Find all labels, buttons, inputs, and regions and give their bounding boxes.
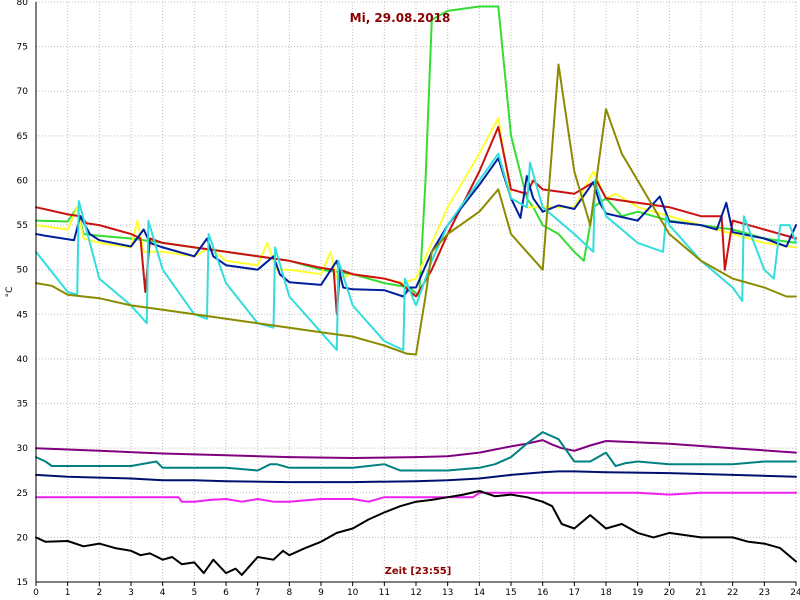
x-tick-label: 3	[128, 588, 134, 598]
y-tick-labels: 15 20 25 30 35 40 45 50 55 60 65 70 75 80	[17, 0, 29, 588]
y-tick-label: 80	[17, 0, 29, 8]
x-tick-label: 14	[474, 588, 486, 598]
y-tick-label: 30	[17, 444, 29, 454]
series-line-6	[35, 63, 797, 356]
series-line-9	[35, 470, 797, 484]
y-tick-label: 50	[17, 266, 29, 276]
y-tick-label: 70	[17, 87, 29, 97]
series-line-10	[35, 491, 797, 503]
y-tick-label: 65	[17, 132, 28, 142]
x-tick-label: 5	[191, 588, 197, 598]
x-tick-label: 0	[33, 588, 39, 598]
x-tick-label: 8	[286, 588, 292, 598]
axes	[35, 2, 796, 583]
x-tick-label: 16	[537, 588, 549, 598]
y-axis-title: °C	[5, 287, 15, 298]
y-tick-label: 40	[17, 355, 29, 365]
x-tick-label: 11	[379, 588, 390, 598]
y-tick-label: 25	[17, 489, 28, 499]
chart-title: Mi, 29.08.2018	[350, 11, 451, 25]
x-tick-label: 18	[600, 588, 612, 598]
x-tick-label: 24	[790, 588, 800, 598]
x-tick-label: 10	[347, 588, 359, 598]
x-tick-label: 1	[65, 588, 71, 598]
series-line-8	[35, 431, 797, 472]
y-tick-label: 55	[17, 221, 28, 231]
y-tick-label: 20	[17, 533, 29, 543]
y-tick-label: 75	[17, 43, 28, 53]
series-line-5	[35, 152, 797, 351]
x-tick-label: 12	[410, 588, 421, 598]
series-group	[35, 5, 797, 576]
series-line-3	[35, 125, 797, 316]
x-tick-labels: 0 1 2 3 4 5 6 7 8 9 10 11 12 13 14 15 16 17 18 19 20 21 22 23 24	[33, 588, 800, 598]
series-line-7	[35, 439, 797, 459]
y-tick-label: 35	[17, 400, 28, 410]
x-tick-label: 2	[96, 588, 102, 598]
y-tick-label: 15	[17, 578, 28, 588]
x-axis-title: Zeit [23:55]	[385, 566, 452, 577]
x-tick-label: 22	[727, 588, 738, 598]
x-tick-label: 13	[442, 588, 453, 598]
x-tick-label: 6	[223, 588, 229, 598]
x-tick-label: 23	[759, 588, 770, 598]
x-tick-label: 20	[664, 588, 676, 598]
x-tick-label: 4	[160, 588, 166, 598]
series-line-11	[35, 490, 797, 576]
x-tick-label: 7	[255, 588, 261, 598]
series-line-4	[35, 157, 797, 298]
x-tick-label: 19	[632, 588, 644, 598]
y-tick-label: 45	[17, 310, 28, 320]
x-tick-label: 21	[695, 588, 706, 598]
x-tick-label: 17	[569, 588, 580, 598]
x-tick-label: 9	[318, 588, 324, 598]
y-tick-label: 60	[17, 176, 29, 186]
grid	[35, 1, 797, 586]
x-tick-label: 15	[505, 588, 516, 598]
